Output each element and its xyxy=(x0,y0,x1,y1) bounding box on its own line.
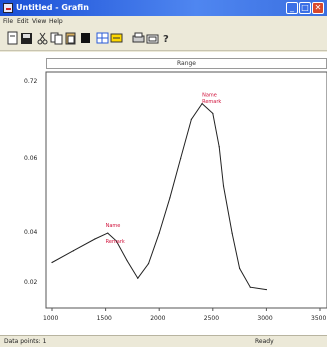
status-ready: Ready xyxy=(255,338,274,345)
zoom-icon[interactable] xyxy=(110,31,123,45)
data-point xyxy=(115,240,117,242)
data-point xyxy=(51,261,53,264)
data-point xyxy=(158,232,160,234)
x-tick-label: 1500 xyxy=(97,315,112,322)
data-point xyxy=(249,286,251,288)
x-tick-label: 2000 xyxy=(150,315,165,322)
data-point xyxy=(137,277,139,279)
data-point xyxy=(218,146,220,148)
app-icon xyxy=(3,3,13,13)
status-text: Data points: 1 xyxy=(4,338,47,345)
cut-icon[interactable] xyxy=(36,31,49,45)
data-point xyxy=(239,267,241,269)
x-tick-label: 2500 xyxy=(204,315,219,322)
series-line xyxy=(51,102,267,291)
grid-icon[interactable] xyxy=(96,31,109,45)
help-icon[interactable]: ? xyxy=(160,31,173,45)
range-ruler[interactable]: Range xyxy=(46,58,327,69)
svg-text:?: ? xyxy=(163,34,169,45)
x-axis-ticks: 1000 1500 2000 2500 3000 3500 xyxy=(43,308,326,322)
print-icon[interactable] xyxy=(132,31,145,45)
data-point xyxy=(180,157,182,160)
data-point xyxy=(147,263,150,265)
x-tick-label: 3500 xyxy=(311,315,326,322)
close-button[interactable]: ✕ xyxy=(312,2,324,14)
menu-bar: File Edit View Help xyxy=(0,16,327,27)
minimize-button[interactable]: _ xyxy=(286,2,298,14)
x-tick-label: 3000 xyxy=(257,315,272,322)
data-point xyxy=(222,185,225,187)
data-point xyxy=(107,232,109,234)
save-icon[interactable] xyxy=(20,31,33,45)
maximize-button[interactable]: □ xyxy=(299,2,311,14)
menu-edit[interactable]: Edit xyxy=(17,18,29,25)
spectrum-chart[interactable]: 0.02 0.04 0.06 0.72 1000 1500 2000 2500 3000 350… xyxy=(0,52,327,335)
range-ruler-label: Range xyxy=(176,60,197,67)
y-axis-ticks: 0.02 0.04 0.06 0.72 xyxy=(24,78,38,286)
annotation-label: Name xyxy=(202,93,217,99)
data-point xyxy=(169,197,171,199)
menu-help[interactable]: Help xyxy=(49,18,63,25)
data-point xyxy=(190,118,192,120)
menu-view[interactable]: View xyxy=(32,18,47,25)
title-bar[interactable]: Untitled - Grafin _ □ ✕ xyxy=(0,0,327,16)
paste-icon[interactable] xyxy=(64,31,77,45)
new-icon[interactable] xyxy=(6,31,19,45)
copy-icon[interactable] xyxy=(50,31,63,45)
data-point xyxy=(94,238,96,240)
data-point xyxy=(265,288,267,291)
data-point xyxy=(231,232,233,234)
status-bar: Data points: 1 Ready xyxy=(0,335,327,347)
y-tick-label: 0.06 xyxy=(24,155,38,162)
window-title: Untitled - Grafin xyxy=(16,3,89,12)
y-tick-label: 0.72 xyxy=(24,78,38,85)
open-icon[interactable] xyxy=(146,31,159,45)
annotation-label: Remark xyxy=(202,99,221,105)
toolbar: ? xyxy=(0,27,327,51)
y-tick-label: 0.04 xyxy=(24,229,38,236)
data-point xyxy=(201,103,203,105)
data-point xyxy=(212,112,214,115)
x-tick-label: 1000 xyxy=(43,315,58,322)
series-layer xyxy=(51,102,267,291)
data-point xyxy=(126,259,128,262)
y-tick-label: 0.02 xyxy=(24,279,38,286)
menu-file[interactable]: File xyxy=(3,18,14,25)
data-point xyxy=(72,250,75,252)
plot-frame xyxy=(45,71,327,309)
chart-icon[interactable] xyxy=(79,31,92,45)
annotation-label: Name xyxy=(106,223,121,229)
annotation-label: Remark xyxy=(106,239,125,245)
